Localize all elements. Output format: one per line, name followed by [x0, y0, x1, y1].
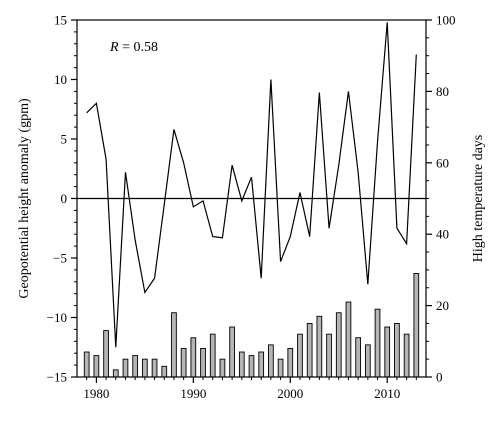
bar	[297, 333, 303, 378]
left-axis-title: Geopotential height anomaly (gpm)	[17, 98, 32, 299]
right-tick-label: 40	[436, 227, 449, 242]
bar	[83, 351, 90, 378]
bar	[219, 358, 226, 378]
right-tick-label: 0	[436, 370, 443, 385]
left-tick-label: 15	[54, 13, 67, 28]
right-tick-label: 20	[436, 298, 449, 313]
bar	[93, 355, 100, 378]
bar	[335, 312, 342, 378]
bar	[277, 358, 284, 378]
left-y-axis: −15 −10 −5 0 5 10 15	[47, 13, 77, 385]
bar-series	[83, 273, 420, 378]
bar	[394, 323, 400, 378]
left-tick-label: −15	[47, 370, 67, 385]
annotation-value: = 0.58	[119, 40, 158, 55]
bar	[238, 351, 245, 378]
x-tick-label: 1980	[83, 386, 109, 401]
bar	[287, 347, 294, 378]
bar	[142, 358, 148, 378]
bar	[209, 333, 216, 378]
right-axis-title: High temperature days	[471, 135, 486, 263]
bar	[384, 326, 391, 378]
right-tick-label: 60	[436, 155, 449, 170]
right-tick-label: 100	[436, 13, 456, 28]
bar	[413, 273, 420, 378]
left-tick-label: 10	[54, 72, 67, 87]
bar	[258, 351, 265, 378]
bar	[103, 330, 109, 378]
bar	[355, 337, 361, 378]
bar	[374, 308, 381, 378]
x-tick-label: 2010	[374, 386, 400, 401]
bar	[403, 333, 410, 378]
right-tick-label: 80	[436, 84, 449, 99]
bar	[345, 301, 352, 378]
left-tick-label: 0	[61, 191, 68, 206]
bar	[248, 355, 255, 378]
left-tick-label: −10	[47, 310, 67, 325]
bar	[190, 337, 197, 378]
correlation-annotation: R = 0.58	[109, 40, 158, 55]
bar	[112, 369, 119, 378]
bar	[161, 365, 168, 378]
bar	[364, 344, 371, 378]
left-tick-label: 5	[61, 132, 68, 147]
bar	[306, 323, 313, 378]
annotation-variable: R	[109, 40, 119, 55]
line-series	[86, 22, 417, 348]
bar	[180, 347, 187, 378]
right-y-axis: 0 20 40 60 80 100	[426, 13, 456, 385]
x-axis: 1980 1990 2000 2010	[83, 377, 417, 401]
bar	[229, 326, 235, 378]
x-tick-label: 1990	[180, 386, 206, 401]
bar	[200, 347, 206, 378]
left-tick-label: −5	[53, 251, 67, 266]
bar	[151, 358, 158, 378]
bar	[171, 312, 177, 378]
bar	[316, 315, 323, 378]
bar	[132, 355, 139, 378]
bar	[326, 333, 332, 378]
x-tick-label: 2000	[277, 386, 303, 401]
bar	[122, 358, 129, 378]
bar	[268, 344, 274, 378]
